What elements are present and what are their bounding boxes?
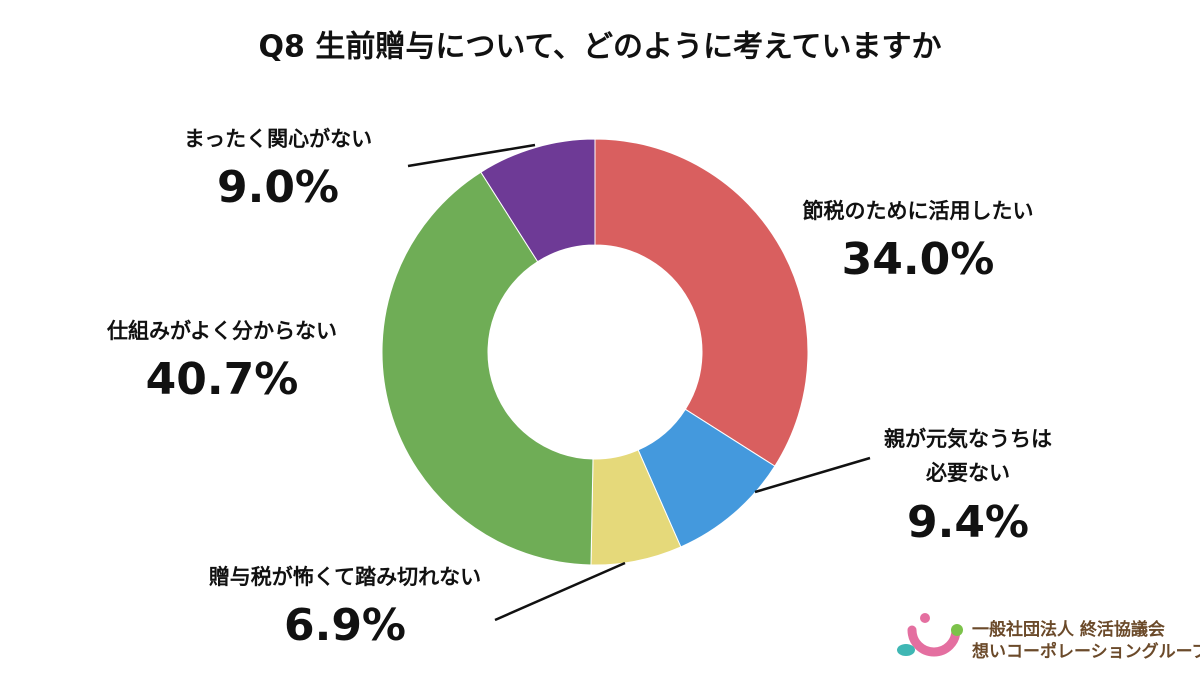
logo: 一般社団法人 終活協議会 想いコーポレーショングループ: [897, 613, 1200, 662]
slice-label: 親が元気なうちは必要ない: [884, 427, 1052, 485]
logo-text: 想いコーポレーショングループ: [972, 641, 1200, 662]
leader-line: [754, 456, 871, 494]
value-label: 9.0%: [217, 162, 339, 213]
slice-label: 仕組みがよく分からない: [106, 319, 337, 343]
slice-label: 贈与税が怖くて踏み切れない: [209, 565, 481, 589]
logo-arc: [907, 625, 961, 657]
value-label: 6.9%: [284, 600, 406, 651]
slice-label: 節税のために活用したい: [803, 199, 1034, 223]
logo-text: 一般社団法人 終活協議会: [972, 619, 1165, 640]
slice: [594, 138, 809, 467]
value-label: 40.7%: [146, 354, 299, 405]
logo-dot: [920, 613, 930, 623]
slice: [480, 138, 596, 263]
leader-line: [494, 561, 626, 622]
slice: [381, 171, 594, 566]
value-label: 34.0%: [842, 234, 995, 285]
value-label: 9.4%: [907, 497, 1029, 548]
slice-label: まったく関心がない: [184, 127, 372, 151]
logo-dot: [951, 624, 963, 636]
chart-title: Q8 生前贈与について、どのように考えていますか: [259, 30, 942, 65]
leader-line: [407, 143, 536, 168]
logo-dot: [897, 644, 915, 656]
